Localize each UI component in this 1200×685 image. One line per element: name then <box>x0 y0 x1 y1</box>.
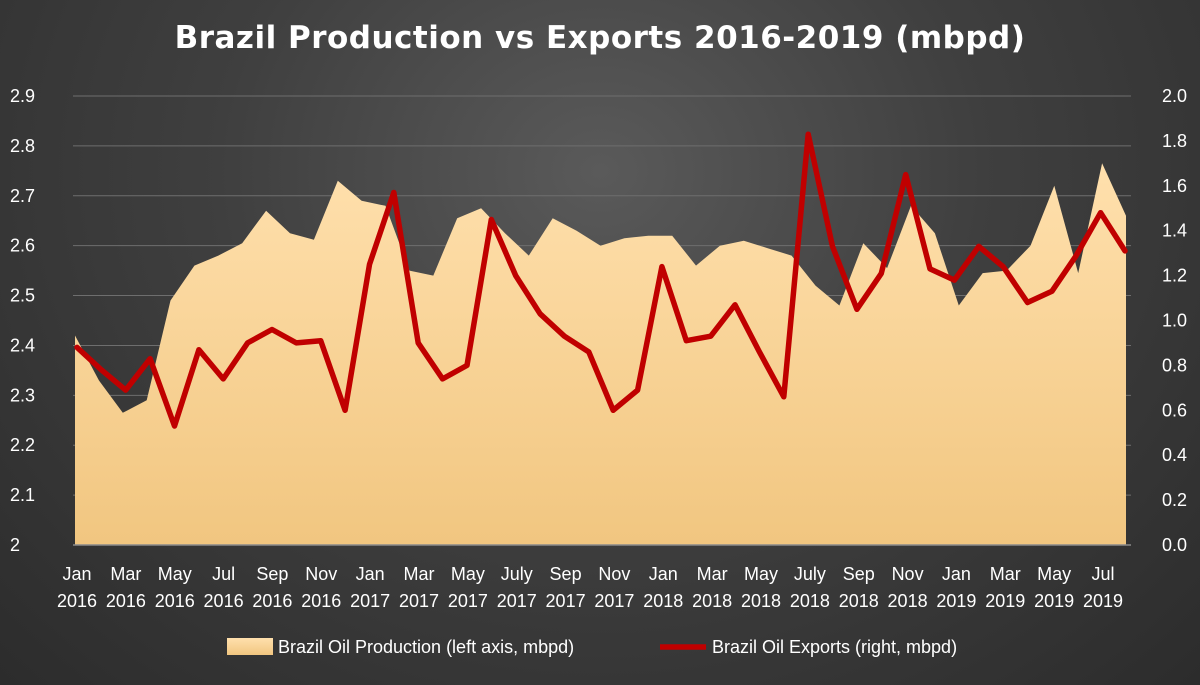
x-tick-label-year: 2016 <box>57 591 97 611</box>
left-axis-tick-label: 2.7 <box>10 186 35 206</box>
x-tick-label-month: Sep <box>843 564 875 584</box>
left-axis-tick-label: 2.3 <box>10 385 35 405</box>
left-axis-tick-label: 2.6 <box>10 236 35 256</box>
production-area <box>75 163 1126 546</box>
right-axis-tick-label: 2.0 <box>1162 86 1187 106</box>
x-tick-label-month: Mar <box>110 564 141 584</box>
x-tick-label-year: 2018 <box>888 591 928 611</box>
axis-layer: 2 2.1 2.2 2.3 2.4 2.5 2.6 2.7 2.8 2.9 0.0 0.2 0.4 0.6… <box>10 86 1187 611</box>
x-tick-label-year: 2018 <box>692 591 732 611</box>
x-tick-label-month: Sep <box>550 564 582 584</box>
legend-label-exports: Brazil Oil Exports (right, mbpd) <box>712 637 957 657</box>
left-axis-tick-label: 2.5 <box>10 286 35 306</box>
x-tick-label-year: 2017 <box>594 591 634 611</box>
x-tick-label-year: 2019 <box>1083 591 1123 611</box>
x-tick-label-year: 2018 <box>790 591 830 611</box>
x-tick-label-year: 2019 <box>985 591 1025 611</box>
x-tick-label-month: May <box>1037 564 1071 584</box>
right-axis-tick-label: 1.6 <box>1162 176 1187 196</box>
x-tick-label-year: 2018 <box>741 591 781 611</box>
x-tick-label-month: May <box>744 564 778 584</box>
legend-label-production: Brazil Oil Production (left axis, mbpd) <box>278 637 574 657</box>
right-axis-tick-label: 1.8 <box>1162 131 1187 151</box>
line-layer <box>74 131 1128 429</box>
x-tick-label-year: 2016 <box>155 591 195 611</box>
x-tick-label-month: July <box>501 564 533 584</box>
x-tick-label-month: Mar <box>697 564 728 584</box>
x-tick-label-year: 2016 <box>301 591 341 611</box>
x-tick-label-month: July <box>794 564 826 584</box>
x-tick-label-year: 2019 <box>936 591 976 611</box>
chart-title: Brazil Production vs Exports 2016-2019 (… <box>174 20 1026 56</box>
x-tick-label-month: Jan <box>62 564 91 584</box>
x-tick-label-month: Nov <box>892 564 924 584</box>
x-tick-label-month: Nov <box>305 564 337 584</box>
x-tick-label-year: 2017 <box>448 591 488 611</box>
right-axis-tick-label: 0.6 <box>1162 400 1187 420</box>
x-tick-label-month: Jul <box>1091 564 1114 584</box>
x-tick-label-year: 2017 <box>399 591 439 611</box>
right-axis-tick-label: 1.0 <box>1162 311 1187 331</box>
legend-swatch-production <box>227 638 273 655</box>
x-tick-label-month: Mar <box>990 564 1021 584</box>
x-tick-label-month: Jan <box>649 564 678 584</box>
right-axis-tick-label: 1.4 <box>1162 221 1187 241</box>
exports-line <box>74 131 1128 429</box>
x-tick-label-month: Nov <box>598 564 630 584</box>
x-tick-label-year: 2016 <box>252 591 292 611</box>
x-tick-label-year: 2016 <box>204 591 244 611</box>
x-tick-label-month: May <box>451 564 485 584</box>
x-tick-label-month: Mar <box>404 564 435 584</box>
x-tick-label-year: 2017 <box>497 591 537 611</box>
x-tick-label-month: Jul <box>212 564 235 584</box>
x-tick-label-month: Sep <box>256 564 288 584</box>
left-axis-tick-label: 2.8 <box>10 136 35 156</box>
right-axis-tick-label: 0.0 <box>1162 535 1187 555</box>
x-tick-label-year: 2017 <box>546 591 586 611</box>
right-axis-tick-label: 0.8 <box>1162 355 1187 375</box>
left-axis-tick-label: 2.4 <box>10 335 35 355</box>
x-tick-label-month: Jan <box>942 564 971 584</box>
right-axis-tick-label: 0.4 <box>1162 445 1187 465</box>
left-axis-tick-label: 2.2 <box>10 435 35 455</box>
x-tick-label-year: 2018 <box>839 591 879 611</box>
x-tick-label-year: 2019 <box>1034 591 1074 611</box>
legend: Brazil Oil Production (left axis, mbpd) B… <box>227 637 957 657</box>
left-axis-tick-label: 2.1 <box>10 485 35 505</box>
x-tick-label-year: 2018 <box>643 591 683 611</box>
x-tick-label-month: May <box>158 564 192 584</box>
right-axis-tick-label: 1.2 <box>1162 266 1187 286</box>
x-tick-label-year: 2017 <box>350 591 390 611</box>
right-axis-tick-label: 0.2 <box>1162 490 1187 510</box>
x-tick-label-month: Jan <box>356 564 385 584</box>
left-axis-tick-label: 2.9 <box>10 86 35 106</box>
area-layer <box>75 163 1126 546</box>
left-axis-tick-label: 2 <box>10 535 20 555</box>
x-tick-label-year: 2016 <box>106 591 146 611</box>
